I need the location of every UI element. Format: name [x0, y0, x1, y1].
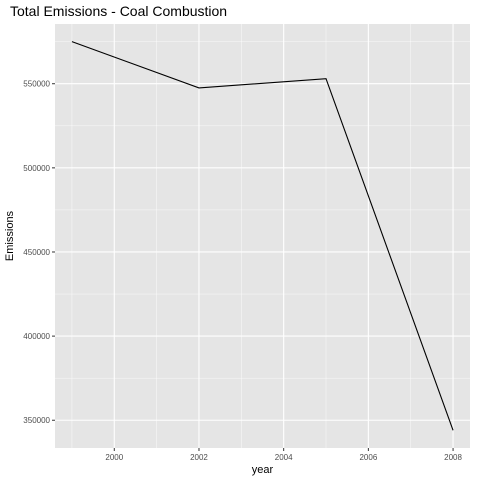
grid-minor: [55, 24, 470, 448]
y-tick-label: 450000: [23, 248, 50, 257]
x-axis-ticks: 2000 2002 2004 2006 2008: [105, 448, 463, 462]
y-tick-label: 500000: [23, 164, 50, 173]
plot-panel: [55, 24, 470, 448]
x-tick-label: 2008: [444, 453, 462, 462]
y-tick-label: 400000: [23, 332, 50, 341]
y-axis-ticks: 350000 400000 450000 500000 550000: [23, 80, 55, 425]
x-tick-label: 2002: [190, 453, 208, 462]
y-tick-label: 350000: [23, 416, 50, 425]
y-tick-label: 550000: [23, 80, 50, 89]
series-line: [71, 41, 454, 431]
y-axis-title: Emissions: [4, 210, 16, 261]
chart-title: Total Emissions - Coal Combustion: [10, 3, 227, 19]
x-tick-label: 2000: [105, 453, 123, 462]
x-axis-title: year: [252, 464, 274, 476]
grid-major: [55, 24, 470, 448]
x-tick-label: 2006: [359, 453, 377, 462]
x-tick-label: 2004: [275, 453, 293, 462]
